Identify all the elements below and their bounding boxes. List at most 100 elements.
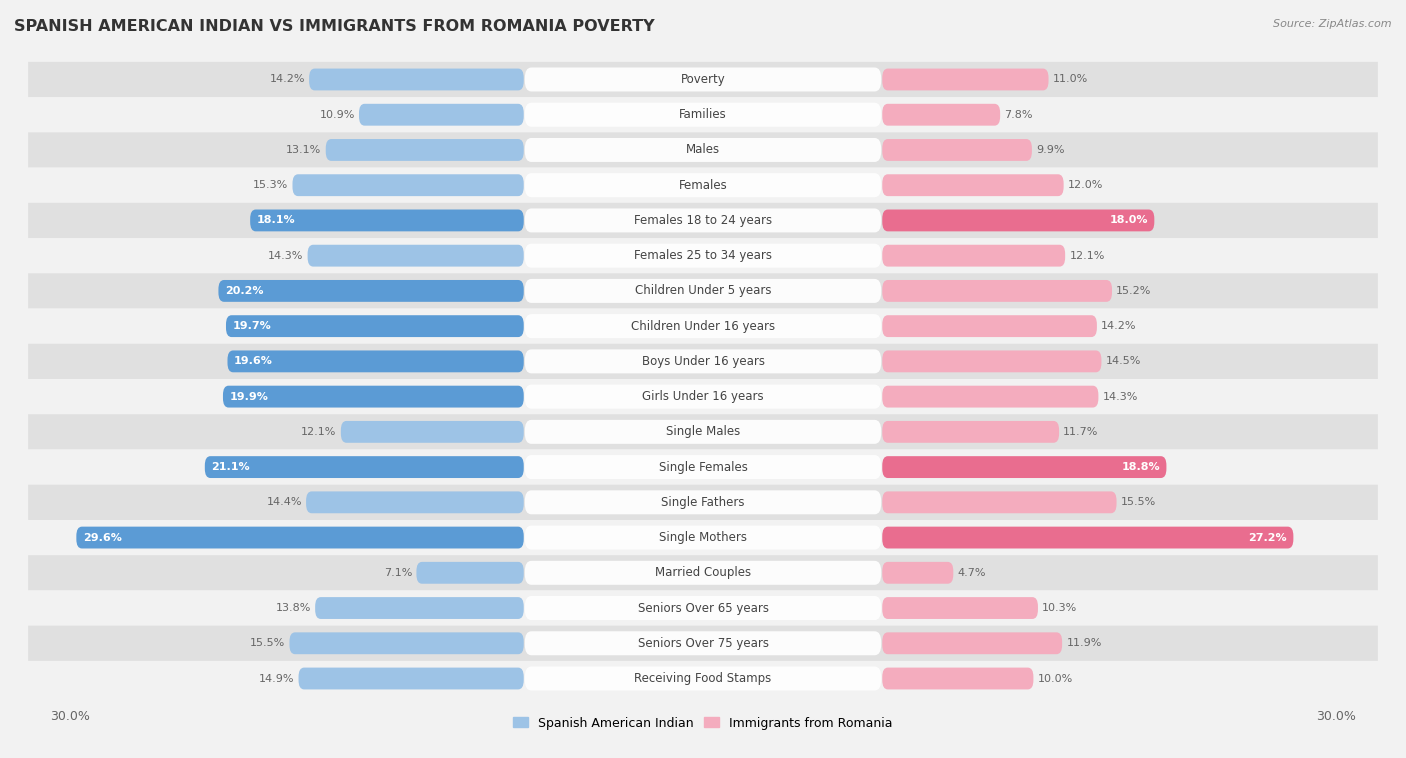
- FancyBboxPatch shape: [28, 238, 1378, 274]
- Text: Receiving Food Stamps: Receiving Food Stamps: [634, 672, 772, 685]
- FancyBboxPatch shape: [28, 449, 1378, 484]
- Text: Children Under 5 years: Children Under 5 years: [634, 284, 772, 297]
- Text: 14.2%: 14.2%: [270, 74, 305, 84]
- Text: Females 18 to 24 years: Females 18 to 24 years: [634, 214, 772, 227]
- Text: 10.0%: 10.0%: [1038, 674, 1073, 684]
- Text: 11.9%: 11.9%: [1066, 638, 1102, 648]
- Text: 18.8%: 18.8%: [1122, 462, 1160, 472]
- FancyBboxPatch shape: [416, 562, 524, 584]
- FancyBboxPatch shape: [883, 632, 1062, 654]
- FancyBboxPatch shape: [205, 456, 524, 478]
- Text: 10.3%: 10.3%: [1042, 603, 1077, 613]
- FancyBboxPatch shape: [224, 386, 524, 408]
- FancyBboxPatch shape: [28, 520, 1378, 555]
- FancyBboxPatch shape: [250, 209, 524, 231]
- Text: 19.9%: 19.9%: [229, 392, 269, 402]
- FancyBboxPatch shape: [883, 421, 1059, 443]
- FancyBboxPatch shape: [28, 379, 1378, 414]
- FancyBboxPatch shape: [28, 555, 1378, 590]
- FancyBboxPatch shape: [309, 68, 524, 90]
- Text: 15.2%: 15.2%: [1116, 286, 1152, 296]
- FancyBboxPatch shape: [524, 420, 882, 444]
- FancyBboxPatch shape: [28, 97, 1378, 133]
- FancyBboxPatch shape: [883, 139, 1032, 161]
- Text: Females 25 to 34 years: Females 25 to 34 years: [634, 249, 772, 262]
- FancyBboxPatch shape: [524, 174, 882, 197]
- FancyBboxPatch shape: [28, 309, 1378, 344]
- FancyBboxPatch shape: [340, 421, 524, 443]
- FancyBboxPatch shape: [359, 104, 524, 126]
- FancyBboxPatch shape: [226, 315, 524, 337]
- FancyBboxPatch shape: [228, 350, 524, 372]
- Text: Single Males: Single Males: [666, 425, 740, 438]
- FancyBboxPatch shape: [883, 456, 1167, 478]
- Text: 14.3%: 14.3%: [269, 251, 304, 261]
- Text: 12.1%: 12.1%: [1070, 251, 1105, 261]
- Text: 15.5%: 15.5%: [1121, 497, 1156, 507]
- FancyBboxPatch shape: [76, 527, 524, 549]
- Text: Girls Under 16 years: Girls Under 16 years: [643, 390, 763, 403]
- FancyBboxPatch shape: [218, 280, 524, 302]
- FancyBboxPatch shape: [28, 203, 1378, 238]
- FancyBboxPatch shape: [883, 491, 1116, 513]
- FancyBboxPatch shape: [524, 631, 882, 655]
- Text: 27.2%: 27.2%: [1249, 533, 1286, 543]
- FancyBboxPatch shape: [307, 491, 524, 513]
- FancyBboxPatch shape: [524, 561, 882, 584]
- FancyBboxPatch shape: [524, 455, 882, 479]
- Text: 14.3%: 14.3%: [1102, 392, 1137, 402]
- Text: 11.0%: 11.0%: [1053, 74, 1088, 84]
- Text: 14.4%: 14.4%: [266, 497, 302, 507]
- Text: 15.5%: 15.5%: [250, 638, 285, 648]
- FancyBboxPatch shape: [290, 632, 524, 654]
- FancyBboxPatch shape: [524, 208, 882, 233]
- FancyBboxPatch shape: [28, 274, 1378, 309]
- FancyBboxPatch shape: [28, 168, 1378, 203]
- Text: Seniors Over 75 years: Seniors Over 75 years: [637, 637, 769, 650]
- Text: Children Under 16 years: Children Under 16 years: [631, 320, 775, 333]
- Text: SPANISH AMERICAN INDIAN VS IMMIGRANTS FROM ROMANIA POVERTY: SPANISH AMERICAN INDIAN VS IMMIGRANTS FR…: [14, 19, 655, 34]
- Text: 21.1%: 21.1%: [211, 462, 250, 472]
- FancyBboxPatch shape: [28, 625, 1378, 661]
- Text: 11.7%: 11.7%: [1063, 427, 1098, 437]
- Text: 15.3%: 15.3%: [253, 180, 288, 190]
- FancyBboxPatch shape: [28, 344, 1378, 379]
- FancyBboxPatch shape: [883, 104, 1000, 126]
- FancyBboxPatch shape: [308, 245, 524, 267]
- FancyBboxPatch shape: [524, 67, 882, 92]
- Text: 18.0%: 18.0%: [1109, 215, 1147, 225]
- Text: Single Fathers: Single Fathers: [661, 496, 745, 509]
- Text: Poverty: Poverty: [681, 73, 725, 86]
- Text: 14.5%: 14.5%: [1105, 356, 1142, 366]
- Text: Males: Males: [686, 143, 720, 156]
- Text: Seniors Over 65 years: Seniors Over 65 years: [637, 602, 769, 615]
- Text: 20.2%: 20.2%: [225, 286, 263, 296]
- FancyBboxPatch shape: [28, 62, 1378, 97]
- FancyBboxPatch shape: [883, 68, 1049, 90]
- FancyBboxPatch shape: [298, 668, 524, 690]
- Text: 12.0%: 12.0%: [1069, 180, 1104, 190]
- Text: Source: ZipAtlas.com: Source: ZipAtlas.com: [1274, 19, 1392, 29]
- Text: 14.9%: 14.9%: [259, 674, 294, 684]
- FancyBboxPatch shape: [524, 525, 882, 550]
- FancyBboxPatch shape: [524, 243, 882, 268]
- FancyBboxPatch shape: [524, 103, 882, 127]
- FancyBboxPatch shape: [883, 597, 1038, 619]
- FancyBboxPatch shape: [883, 350, 1101, 372]
- FancyBboxPatch shape: [883, 315, 1097, 337]
- FancyBboxPatch shape: [524, 666, 882, 691]
- FancyBboxPatch shape: [524, 384, 882, 409]
- Text: 13.1%: 13.1%: [287, 145, 322, 155]
- FancyBboxPatch shape: [883, 386, 1098, 408]
- Text: 7.8%: 7.8%: [1004, 110, 1033, 120]
- Text: Boys Under 16 years: Boys Under 16 years: [641, 355, 765, 368]
- Text: 19.7%: 19.7%: [232, 321, 271, 331]
- Text: 29.6%: 29.6%: [83, 533, 121, 543]
- Text: 4.7%: 4.7%: [957, 568, 986, 578]
- FancyBboxPatch shape: [883, 668, 1033, 690]
- Legend: Spanish American Indian, Immigrants from Romania: Spanish American Indian, Immigrants from…: [509, 712, 897, 735]
- FancyBboxPatch shape: [524, 490, 882, 515]
- FancyBboxPatch shape: [28, 133, 1378, 168]
- Text: Single Females: Single Females: [658, 461, 748, 474]
- Text: 18.1%: 18.1%: [256, 215, 295, 225]
